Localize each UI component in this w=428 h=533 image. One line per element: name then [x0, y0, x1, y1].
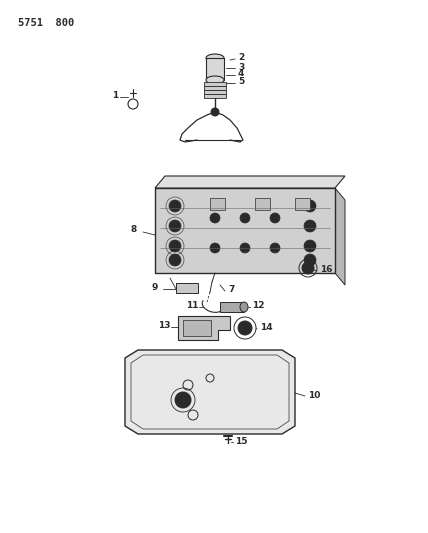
- Text: 4: 4: [238, 69, 244, 78]
- Circle shape: [211, 108, 219, 116]
- Text: 11: 11: [186, 302, 199, 311]
- Text: 13: 13: [158, 320, 170, 329]
- Circle shape: [169, 200, 181, 212]
- Polygon shape: [178, 316, 230, 340]
- Circle shape: [240, 243, 250, 253]
- Text: 8: 8: [131, 225, 137, 235]
- Ellipse shape: [240, 302, 248, 312]
- Text: 3: 3: [238, 62, 244, 71]
- Text: 2: 2: [238, 53, 244, 62]
- Polygon shape: [125, 350, 295, 434]
- FancyBboxPatch shape: [204, 82, 226, 86]
- Polygon shape: [335, 188, 345, 285]
- Text: 10: 10: [308, 391, 321, 400]
- FancyBboxPatch shape: [183, 320, 211, 336]
- Circle shape: [210, 243, 220, 253]
- FancyBboxPatch shape: [204, 86, 226, 90]
- FancyBboxPatch shape: [176, 283, 198, 293]
- Text: 14: 14: [260, 324, 273, 333]
- FancyBboxPatch shape: [204, 94, 226, 98]
- Circle shape: [304, 240, 316, 252]
- Circle shape: [169, 240, 181, 252]
- Circle shape: [240, 213, 250, 223]
- Circle shape: [304, 220, 316, 232]
- FancyBboxPatch shape: [206, 58, 224, 80]
- Ellipse shape: [206, 54, 224, 62]
- Text: 9: 9: [152, 284, 158, 293]
- Circle shape: [175, 392, 191, 408]
- FancyBboxPatch shape: [220, 302, 244, 312]
- Circle shape: [302, 262, 314, 274]
- Circle shape: [270, 213, 280, 223]
- Text: 12: 12: [252, 302, 265, 311]
- Ellipse shape: [206, 76, 224, 84]
- Text: 1: 1: [112, 92, 118, 101]
- Text: 5: 5: [238, 77, 244, 86]
- Polygon shape: [155, 176, 345, 188]
- FancyBboxPatch shape: [210, 198, 225, 210]
- Text: 15: 15: [235, 437, 247, 446]
- Circle shape: [169, 254, 181, 266]
- Circle shape: [238, 321, 252, 335]
- Text: 5751  800: 5751 800: [18, 18, 74, 28]
- FancyBboxPatch shape: [204, 90, 226, 94]
- FancyBboxPatch shape: [155, 188, 335, 273]
- FancyBboxPatch shape: [295, 198, 310, 210]
- Circle shape: [169, 220, 181, 232]
- Polygon shape: [131, 355, 289, 429]
- Circle shape: [304, 254, 316, 266]
- Circle shape: [304, 200, 316, 212]
- Circle shape: [210, 213, 220, 223]
- FancyBboxPatch shape: [255, 198, 270, 210]
- Circle shape: [270, 243, 280, 253]
- Text: 16: 16: [320, 265, 333, 274]
- Text: 7: 7: [228, 286, 235, 295]
